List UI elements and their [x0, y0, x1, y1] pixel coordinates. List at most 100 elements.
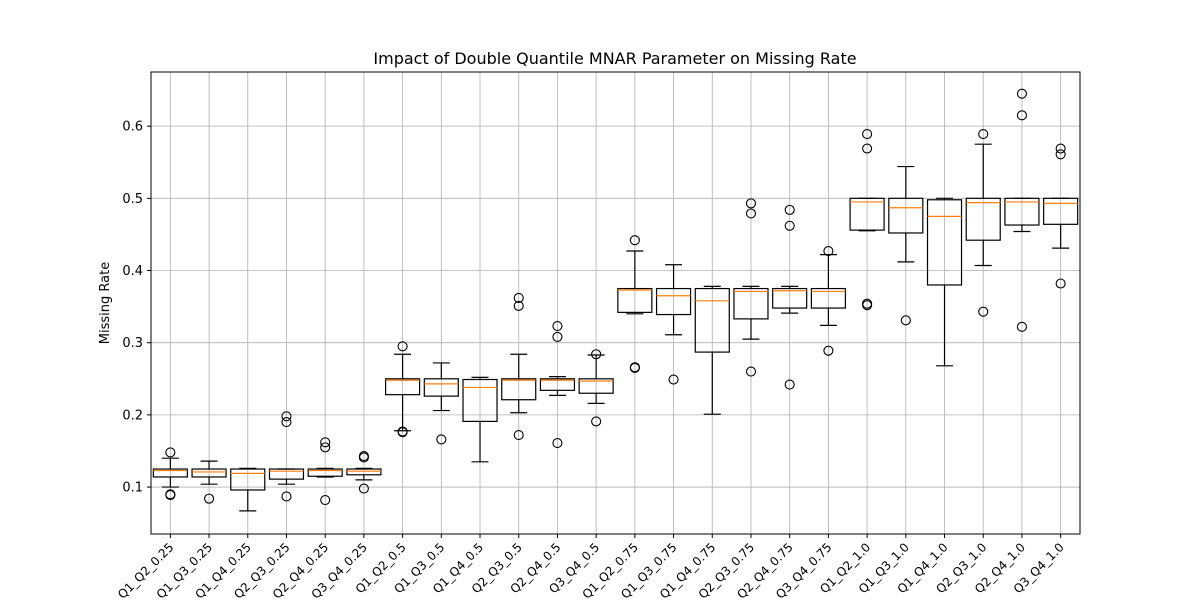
box-group — [152, 447, 188, 501]
box-group — [423, 362, 459, 445]
axes-frame — [150, 71, 1081, 535]
outlier-point — [862, 300, 873, 311]
outlier-point — [629, 362, 640, 374]
box-group — [617, 235, 653, 374]
outlier-point — [862, 143, 873, 154]
box-group — [191, 460, 227, 504]
outlier-point — [784, 204, 795, 215]
outlier-point — [436, 434, 447, 445]
box-iqr — [888, 197, 924, 234]
box-group — [539, 321, 576, 449]
outlier-point — [513, 430, 524, 441]
outlier-point — [978, 306, 989, 317]
box-iqr — [733, 287, 769, 320]
box-iqr — [772, 287, 808, 309]
outlier-point — [1055, 278, 1066, 289]
outlier-point — [900, 315, 911, 326]
box-iqr — [849, 197, 885, 231]
outlier-point — [591, 416, 602, 427]
box-iqr — [1004, 197, 1040, 226]
box-iqr — [423, 378, 459, 397]
outlier-point — [552, 321, 563, 332]
box-group — [462, 376, 498, 463]
box-group — [346, 450, 382, 494]
outlier-point — [552, 331, 563, 342]
outlier-point — [165, 489, 176, 501]
y-tick-label: 0.6 — [122, 120, 143, 135]
box-group — [655, 264, 692, 385]
box-group — [268, 411, 305, 502]
box-iqr — [462, 378, 498, 422]
box-group — [694, 285, 730, 415]
box-iqr — [230, 468, 266, 491]
box-group — [230, 467, 266, 512]
box-group — [888, 165, 924, 326]
y-axis-label: Missing Rate — [98, 262, 113, 344]
outlier-point — [823, 245, 834, 257]
box-layer — [152, 88, 1079, 512]
tick-layer — [147, 125, 1062, 538]
outlier-point — [745, 208, 757, 219]
tick-label-layer: 0.10.20.30.40.50.6Q1_Q2_0.25Q1_Q3_0.25Q1… — [115, 120, 1067, 600]
box-iqr — [346, 468, 382, 476]
outlier-point — [1016, 321, 1027, 332]
box-group — [772, 204, 808, 390]
outlier-point — [823, 345, 834, 356]
outlier-point — [358, 452, 369, 463]
box-iqr — [694, 287, 730, 353]
y-tick-label: 0.2 — [122, 408, 143, 423]
y-tick-label: 0.4 — [122, 264, 143, 279]
box-group — [385, 341, 421, 438]
outlier-point — [165, 447, 176, 458]
box-group — [810, 245, 846, 356]
box-group — [501, 292, 537, 441]
outlier-point — [281, 411, 292, 422]
grid-layer — [151, 72, 1080, 534]
outlier-point — [1055, 149, 1066, 160]
outlier-point — [397, 427, 408, 438]
outlier-point — [513, 292, 524, 303]
box-group — [849, 129, 885, 311]
outlier-point — [397, 341, 408, 352]
outlier-point — [668, 374, 679, 385]
box-iqr — [617, 287, 653, 313]
box-iqr — [307, 468, 343, 477]
box-group — [1043, 143, 1079, 289]
outlier-point — [591, 349, 602, 360]
y-tick-label: 0.1 — [122, 481, 143, 496]
box-iqr — [191, 468, 227, 478]
outlier-point — [745, 366, 757, 377]
box-group — [578, 349, 614, 427]
outlier-point — [784, 379, 795, 390]
box-iqr — [1043, 197, 1079, 225]
outlier-point — [513, 300, 524, 311]
outlier-point — [784, 220, 795, 231]
outlier-point — [1016, 88, 1027, 99]
box-iqr — [152, 468, 188, 478]
outlier-point — [320, 495, 331, 506]
box-iqr — [268, 468, 305, 480]
outlier-point — [745, 198, 757, 209]
outlier-point — [1016, 110, 1027, 121]
box-iqr — [578, 378, 614, 394]
outlier-point — [862, 129, 873, 140]
chart-title: Impact of Double Quantile MNAR Parameter… — [373, 49, 856, 68]
outlier-point — [978, 129, 989, 140]
outlier-point — [320, 442, 331, 453]
outlier-point — [552, 437, 563, 449]
box-group — [965, 129, 1001, 317]
y-tick-label: 0.3 — [122, 336, 143, 351]
box-group — [926, 197, 963, 367]
outlier-point — [204, 493, 215, 504]
outlier-point — [358, 483, 369, 494]
outlier-point — [320, 437, 331, 448]
box-iqr — [810, 287, 846, 309]
box-group — [1004, 88, 1040, 332]
outlier-point — [1055, 143, 1066, 154]
box-iqr — [539, 378, 576, 391]
box-group — [307, 437, 343, 506]
box-iqr — [385, 378, 421, 396]
box-group — [733, 198, 769, 377]
box-iqr — [501, 378, 537, 401]
